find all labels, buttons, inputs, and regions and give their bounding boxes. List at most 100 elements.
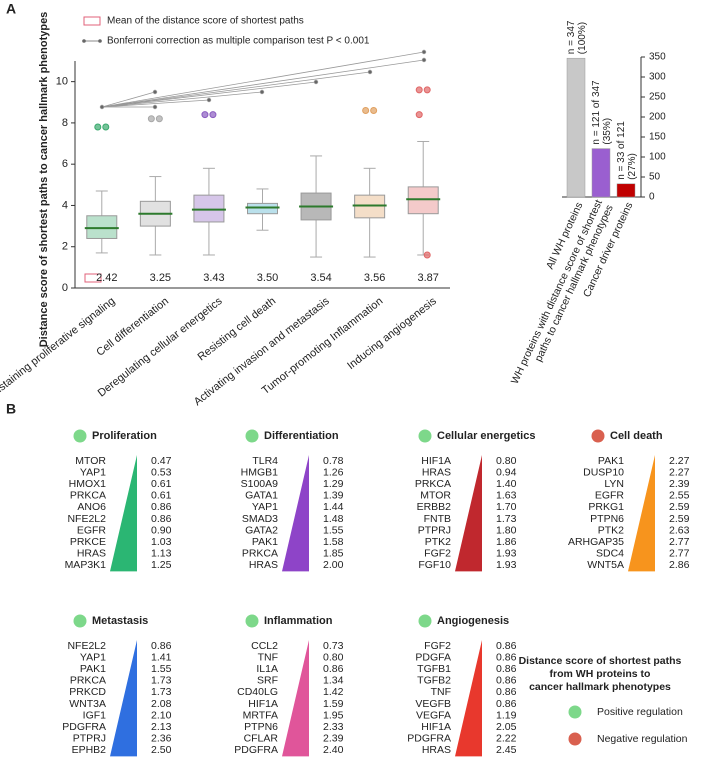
score: 2.86 xyxy=(669,559,690,571)
gradient-triangle xyxy=(282,640,309,757)
score: 2.45 xyxy=(496,744,517,756)
y-tick-label: 10 xyxy=(56,76,68,88)
score: 0.61 xyxy=(151,478,172,490)
score: 1.44 xyxy=(323,501,344,513)
score: 2.10 xyxy=(151,709,172,721)
gene: PDGFRA xyxy=(234,744,278,756)
group-title: Cellular energetics xyxy=(437,430,535,442)
gene: PRKCA xyxy=(70,675,106,687)
mean-label: 3.43 xyxy=(203,272,224,284)
mean-icon xyxy=(83,16,101,26)
score: 0.86 xyxy=(496,651,517,663)
gene: TNF xyxy=(431,686,451,698)
panel-label: A xyxy=(6,1,16,17)
score: 2.77 xyxy=(669,536,690,548)
gene: SRF xyxy=(257,675,278,687)
gene: HRAS xyxy=(77,548,106,560)
outlier xyxy=(147,115,155,123)
gene: NFE2L2 xyxy=(67,513,106,525)
score: 0.47 xyxy=(151,455,172,467)
outlier xyxy=(370,107,378,115)
group-title: Differentiation xyxy=(264,430,339,442)
gene: HIF1A xyxy=(248,698,278,710)
legend-label: Mean of the distance score of shortest p… xyxy=(107,16,304,27)
score: 2.77 xyxy=(669,548,690,560)
gene: TLR4 xyxy=(252,455,278,467)
legend-label: Bonferroni correction as multiple compar… xyxy=(107,36,370,47)
outlier xyxy=(155,115,163,123)
score: 2.27 xyxy=(669,466,690,478)
score: 1.80 xyxy=(496,524,517,536)
group-title: Cell death xyxy=(610,430,663,442)
gradient-triangle xyxy=(455,640,482,757)
outlier xyxy=(423,86,431,94)
gene: GATA1 xyxy=(245,490,278,502)
score: 2.39 xyxy=(323,733,344,745)
box xyxy=(407,186,439,215)
y2-tick-label: 50 xyxy=(649,172,661,183)
gradient-triangle xyxy=(628,455,655,572)
gene: MTOR xyxy=(420,490,451,502)
mean-label: 2.42 xyxy=(96,272,117,284)
gene: CD40LG xyxy=(237,686,278,698)
gene: PTPRJ xyxy=(418,524,451,536)
score: 1.34 xyxy=(323,675,344,687)
bar xyxy=(616,183,636,198)
gene: HIF1A xyxy=(421,721,451,733)
gene: CFLAR xyxy=(244,733,279,745)
y2-tick-label: 100 xyxy=(649,152,666,163)
gene: TNF xyxy=(258,651,278,663)
score: 1.58 xyxy=(323,536,344,548)
gene: PRKCA xyxy=(415,478,451,490)
score: 1.93 xyxy=(496,559,517,571)
score: 1.73 xyxy=(496,513,517,525)
gene: NFE2L2 xyxy=(67,640,106,652)
gene: HRAS xyxy=(422,466,451,478)
score: 1.73 xyxy=(151,686,172,698)
gene: HRAS xyxy=(422,744,451,756)
legend-swatch xyxy=(568,705,582,719)
gene: YAP1 xyxy=(252,501,278,513)
score: 0.61 xyxy=(151,490,172,502)
gene: PTK2 xyxy=(425,536,451,548)
legend-swatch xyxy=(568,732,582,746)
score: 1.40 xyxy=(496,478,517,490)
gene: GATA2 xyxy=(245,524,278,536)
score: 2.50 xyxy=(151,744,172,756)
gene: MAP3K1 xyxy=(65,559,107,571)
score: 1.93 xyxy=(496,548,517,560)
gradient-triangle xyxy=(110,455,137,572)
score: 0.86 xyxy=(151,640,172,652)
score: 1.95 xyxy=(323,709,344,721)
box xyxy=(247,202,278,215)
gene: DUSP10 xyxy=(583,466,624,478)
score: 2.55 xyxy=(669,490,690,502)
gene: WNT3A xyxy=(69,698,106,710)
gene: PRKCA xyxy=(242,548,278,560)
legend-title: from WH proteins to xyxy=(550,668,651,680)
score: 2.36 xyxy=(151,733,172,745)
gene: FGF2 xyxy=(424,640,451,652)
score: 1.19 xyxy=(496,709,517,721)
score: 1.48 xyxy=(323,513,344,525)
score: 0.86 xyxy=(323,663,344,675)
score: 1.39 xyxy=(323,490,344,502)
gene: PAK1 xyxy=(252,536,278,548)
legend-title: Distance score of shortest paths xyxy=(519,655,682,667)
panel-label: B xyxy=(6,401,16,417)
box xyxy=(86,215,118,239)
bar-value-label: n = 33 of 121(27%) xyxy=(616,121,638,180)
gene: ARHGAP35 xyxy=(568,536,624,548)
gene: S100A9 xyxy=(241,478,279,490)
gene: FGF10 xyxy=(418,559,451,571)
gene: PAK1 xyxy=(598,455,624,467)
mean-label: 3.25 xyxy=(150,272,171,284)
score: 1.63 xyxy=(496,490,517,502)
score: 1.73 xyxy=(151,675,172,687)
gene: PTK2 xyxy=(598,524,624,536)
gene: YAP1 xyxy=(80,651,106,663)
score: 2.00 xyxy=(323,559,344,571)
score: 0.86 xyxy=(496,640,517,652)
regulation-indicator xyxy=(418,614,432,628)
gradient-triangle xyxy=(455,455,482,572)
